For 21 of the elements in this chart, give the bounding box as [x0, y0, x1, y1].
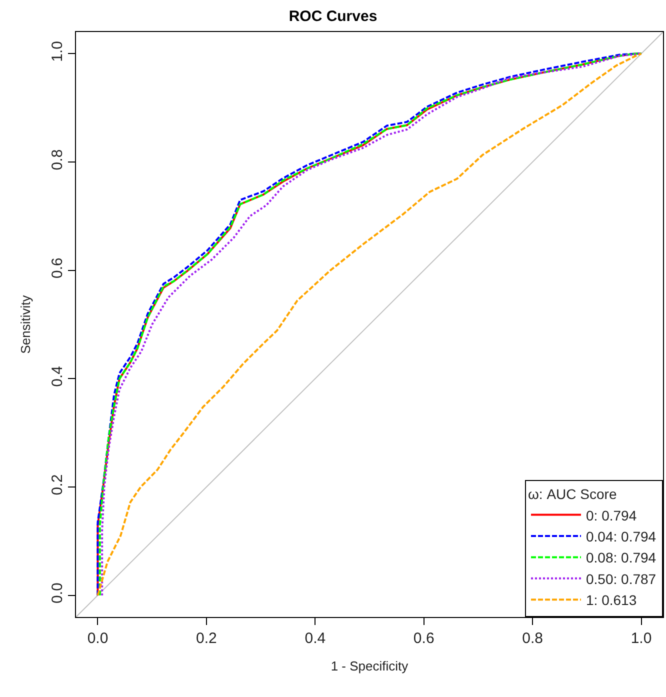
x-tick-label: 0.0	[87, 630, 108, 647]
x-tick-label: 0.6	[413, 630, 434, 647]
legend-label: 0.04: 0.794	[586, 528, 656, 544]
y-tick-label: 0.6	[49, 258, 66, 279]
y-tick-label: 1.0	[49, 40, 66, 62]
chart-title: ROC Curves	[288, 8, 378, 25]
x-tick-label: 0.8	[522, 630, 543, 647]
y-tick-label: 0.2	[49, 474, 66, 496]
y-tick-label: 0.4	[49, 366, 66, 387]
legend-label: 0.50: 0.787	[586, 570, 656, 587]
legend-label: 0.08: 0.794	[586, 550, 656, 566]
legend-title: ω: AUC Score	[528, 486, 617, 502]
x-tick-label: 1.0	[630, 630, 652, 647]
legend-label: 1: 0.613	[586, 592, 637, 608]
x-tick-label: 0.2	[196, 630, 217, 647]
legend-label: 0: 0.794	[586, 507, 637, 524]
y-tick-label: 0.8	[49, 149, 66, 170]
x-axis-title: 1 - Specificity	[330, 658, 409, 674]
y-axis-title: Sensitivity	[18, 294, 33, 354]
y-tick-label: 0.0	[49, 582, 66, 604]
x-tick-label: 0.4	[304, 630, 326, 647]
